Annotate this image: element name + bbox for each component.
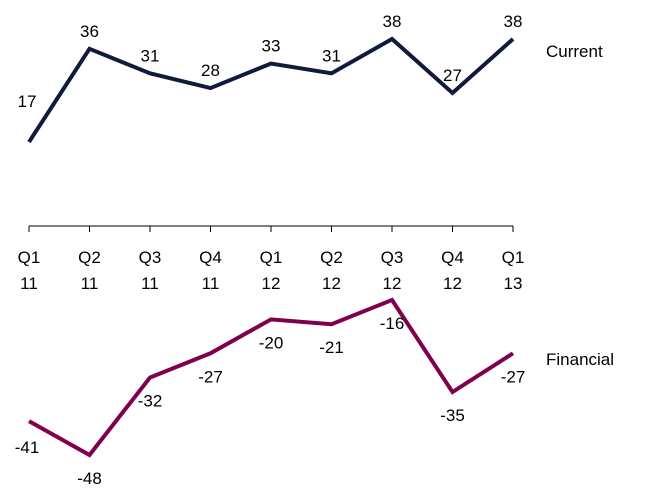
x-tick-label-quarter: Q1 [502,248,525,267]
data-label: 38 [504,12,523,31]
legend-label-current: Current [546,42,603,61]
x-tick-label-quarter: Q1 [18,248,41,267]
x-tick-label-year: 11 [141,274,159,293]
data-label: 38 [383,12,402,31]
data-label: 27 [443,66,462,85]
x-tick-label-year: 13 [504,274,523,293]
data-label: 31 [141,46,160,65]
x-axis: Q1 11 Q2 11 Q3 11 Q4 11 Q1 12 Q2 12 Q3 12 Q4 12 Q1 13 [18,225,525,293]
data-label: -41 [15,438,40,457]
data-label: -35 [440,406,465,425]
series-line-current [27,36,515,144]
x-tick-label-year: 11 [81,274,99,293]
series-line-financial [28,297,515,458]
x-tick-label-quarter: Q3 [381,248,404,267]
x-tick-label-year: 12 [262,274,281,293]
x-tick-label-year: 12 [322,274,341,293]
x-tick-label-year: 12 [443,274,462,293]
x-tick-label-quarter: Q4 [199,248,222,267]
data-labels: 17 36 31 28 33 31 38 27 38 Current -41 -48 -32 -27 -20… [15,12,614,488]
x-tick-label-quarter: Q2 [78,248,101,267]
x-tick-label-year: 11 [20,274,38,293]
data-label: -16 [380,314,405,333]
x-tick-label-year: 12 [383,274,402,293]
data-label: -21 [319,338,344,357]
x-tick-label-quarter: Q3 [139,248,162,267]
data-label: 17 [18,92,37,111]
data-label: 28 [201,61,220,80]
data-label: -27 [198,367,223,386]
data-label: -48 [77,469,102,488]
x-tick-label-quarter: Q1 [260,248,283,267]
data-label: -32 [138,392,163,411]
x-tick-label-year: 11 [202,274,220,293]
x-tick-label-quarter: Q2 [320,248,343,267]
data-label: -20 [259,333,284,352]
legend-label-financial: Financial [546,350,614,369]
x-tick-label-quarter: Q4 [441,248,464,267]
data-label: 36 [80,22,99,41]
data-label: 31 [322,46,341,65]
data-label: 33 [262,37,281,56]
data-label: -27 [501,367,526,386]
series-group [27,36,515,458]
